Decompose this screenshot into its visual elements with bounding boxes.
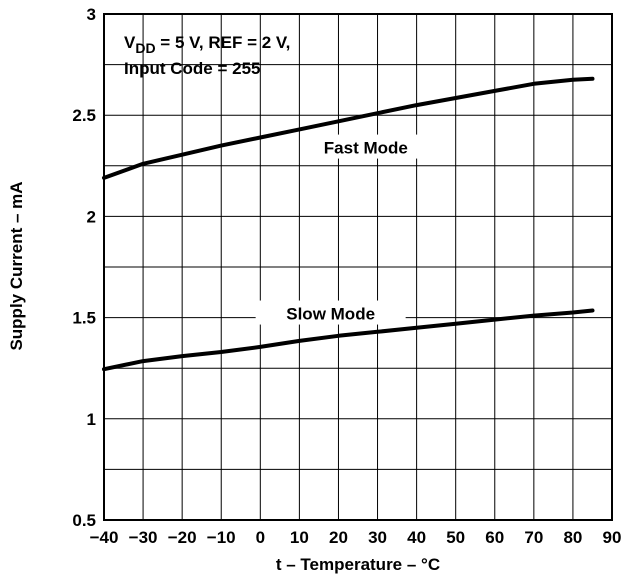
x-tick-label: −20 xyxy=(168,528,197,547)
x-tick-label: −40 xyxy=(90,528,119,547)
y-axis-title: Supply Current – mA xyxy=(7,181,26,350)
series-group: Fast Mode Slow Mode xyxy=(102,76,595,372)
x-tick-label: −10 xyxy=(207,528,236,547)
annotation-line-2: Input Code = 255 xyxy=(124,59,261,78)
y-tick-label: 2.5 xyxy=(72,106,96,125)
series-line-slow-mode xyxy=(102,308,595,372)
series-label-background xyxy=(255,300,406,325)
x-tick-label: 20 xyxy=(329,528,348,547)
conditions-annotation: VDD = 5 V, REF = 2 V, Input Code = 255 xyxy=(124,33,290,78)
x-tick-label: 10 xyxy=(290,528,309,547)
x-tick-label: 60 xyxy=(485,528,504,547)
annotation-line-1: VDD = 5 V, REF = 2 V, xyxy=(124,33,290,56)
series-line-fast-mode xyxy=(102,76,595,180)
x-tick-label: 70 xyxy=(524,528,543,547)
y-tick-label: 1.5 xyxy=(72,309,96,328)
y-tick-label: 2 xyxy=(87,207,96,226)
x-tick-label: 50 xyxy=(446,528,465,547)
x-tick-label: 0 xyxy=(256,528,265,547)
x-tick-label: −30 xyxy=(129,528,158,547)
series-label-background xyxy=(303,134,428,159)
x-tick-label: 30 xyxy=(368,528,387,547)
y-axis-ticks: 0.5 1 1.5 2 2.5 3 xyxy=(72,5,96,530)
y-tick-label: 0.5 xyxy=(72,511,96,530)
x-axis-ticks: −40 −30 −20 −10 0 10 20 30 40 50 60 70 80 90 xyxy=(90,528,622,547)
series-label-slow-mode: Slow Mode xyxy=(286,305,375,324)
plot-frame xyxy=(103,13,613,521)
y-tick-label: 3 xyxy=(87,5,96,24)
x-tick-label: 40 xyxy=(407,528,426,547)
y-tick-label: 1 xyxy=(87,410,96,429)
series-label-fast-mode: Fast Mode xyxy=(324,139,408,158)
grid-lines xyxy=(104,14,612,520)
x-tick-label: 80 xyxy=(563,528,582,547)
x-axis-title: t – Temperature – °C xyxy=(276,555,440,574)
x-tick-label: 90 xyxy=(603,528,622,547)
